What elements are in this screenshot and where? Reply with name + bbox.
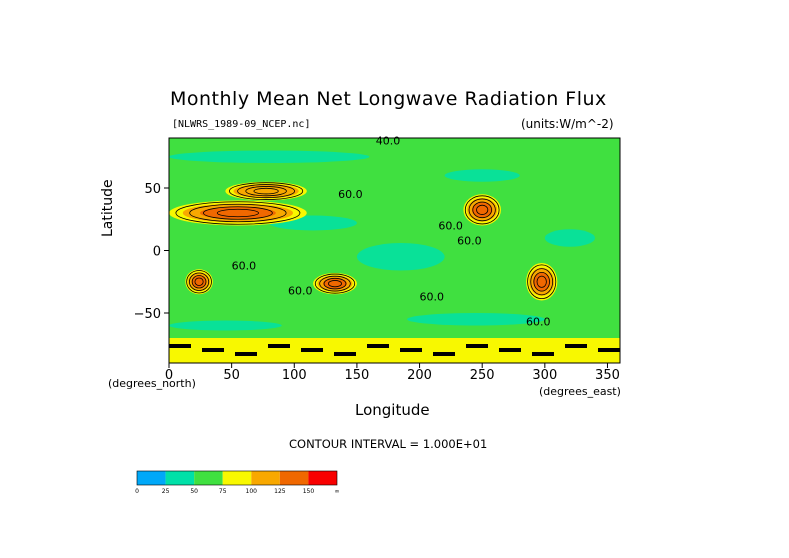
contour-line: [191, 275, 207, 289]
feature-antarctica-edge-band: [598, 348, 620, 352]
feature-antarctica-edge-band: [301, 348, 323, 352]
contour-line: [472, 201, 492, 219]
colorbar-segment: [194, 471, 223, 485]
x-axis-label: Longitude: [355, 401, 430, 419]
feature-central-asia-core: [233, 184, 299, 199]
colorbar-label: 50: [190, 488, 198, 495]
feature-southwest-north-america-peak: [471, 202, 493, 218]
colorbar-segment: [137, 471, 166, 485]
y-tick-label: 50: [144, 182, 161, 197]
feature-antarctica-edge-band: [334, 352, 356, 356]
x-tick-label: 350: [595, 368, 620, 383]
contour-line: [319, 275, 351, 292]
contour-line: [245, 186, 287, 197]
y-unit-label: (degrees_east): [539, 385, 621, 398]
colorbar-segment: [308, 471, 337, 485]
feature-antarctica-edge-band: [565, 344, 587, 348]
contour-label: 60.0: [420, 291, 445, 304]
low-flux-region: [169, 150, 370, 163]
contour-line: [476, 204, 489, 215]
x-tick-label: 0: [165, 368, 173, 383]
feature-southern-africa-peak: [191, 275, 207, 288]
colorbar-frame: [136, 470, 338, 486]
contour-label: 60.0: [232, 259, 257, 272]
contour-label: 60.0: [288, 284, 313, 297]
colorbar-segment: [279, 471, 309, 485]
feature-antarctica-edge-band: [202, 348, 224, 352]
low-flux-region: [444, 169, 520, 182]
contour-interval-label: CONTOUR INTERVAL = 1.000E+01: [289, 437, 488, 451]
feature-antarctica-edge: [169, 338, 620, 363]
feature-antarctica-edge-band: [466, 344, 488, 348]
feature-south-america-peak: [533, 272, 551, 292]
contour-label: 60.0: [338, 188, 363, 201]
contour-label: 60.0: [457, 234, 482, 247]
contour-line: [189, 203, 287, 223]
x-tick-label: 150: [345, 368, 370, 383]
contour-line: [464, 195, 500, 225]
contour-line: [175, 201, 301, 225]
contour-line: [253, 187, 279, 195]
contour-line: [536, 275, 547, 288]
contour-line: [533, 271, 550, 292]
feature-australia-peak: [322, 278, 348, 289]
feature-antarctica-edge-band: [532, 352, 554, 356]
colorbar-label: 125: [274, 488, 286, 495]
contour-label: 60.0: [438, 219, 463, 232]
colorbar-label: 75: [219, 488, 227, 495]
contour-line: [203, 206, 273, 220]
x-tick-label: 300: [532, 368, 557, 383]
contour-line: [186, 270, 212, 294]
y-tick-label: −50: [134, 307, 161, 322]
feature-antarctica-edge-band: [400, 348, 422, 352]
contour-line: [237, 184, 295, 199]
colorbar-segment: [165, 471, 195, 485]
x-tick-label: 250: [470, 368, 495, 383]
colorbar-label: 0: [135, 488, 139, 495]
low-flux-region: [356, 243, 445, 271]
low-flux-region: [169, 320, 282, 331]
feature-north-africa-arabia-peak: [200, 206, 276, 220]
colorbar-label: 150: [303, 488, 315, 495]
contour-line: [468, 198, 496, 222]
contour-line: [527, 264, 557, 300]
feature-antarctica-edge-band: [433, 352, 455, 356]
chart-title: Monthly Mean Net Longwave Radiation Flux: [170, 88, 607, 110]
x-tick-label: 100: [282, 368, 307, 383]
contour-line: [229, 182, 304, 200]
contour-line: [216, 208, 259, 218]
contour-label: 40.0: [376, 134, 401, 147]
colorbar-segment: [251, 471, 280, 485]
x-tick-label: 200: [407, 368, 432, 383]
feature-antarctica-edge-band: [169, 344, 191, 348]
contour-line: [314, 273, 356, 294]
colorbar-label: 25: [162, 488, 170, 495]
colorbar-segment: [222, 471, 252, 485]
contour-label: 60.0: [526, 316, 551, 329]
contour-line: [530, 268, 554, 296]
low-flux-region: [407, 313, 545, 326]
low-flux-region: [544, 229, 595, 247]
x-unit-label: (degrees_north): [108, 377, 196, 390]
feature-antarctica-edge-band: [499, 348, 521, 352]
y-tick-label: 0: [153, 245, 161, 260]
feature-antarctica-edge-band: [268, 344, 290, 348]
contour-line: [323, 277, 347, 290]
feature-antarctica-edge-band: [235, 352, 257, 356]
colorbar-label: ∞: [335, 488, 340, 495]
feature-antarctica-edge-band: [367, 344, 389, 348]
contour-line: [328, 280, 342, 288]
contour-line: [194, 277, 204, 286]
dataset-label: [NLWRS_1989-09_NCEP.nc]: [172, 119, 311, 130]
contour-line: [189, 272, 210, 291]
units-label: (units:W/m^-2): [521, 117, 614, 131]
x-tick-label: 50: [223, 368, 240, 383]
colorbar-label: 100: [246, 488, 258, 495]
